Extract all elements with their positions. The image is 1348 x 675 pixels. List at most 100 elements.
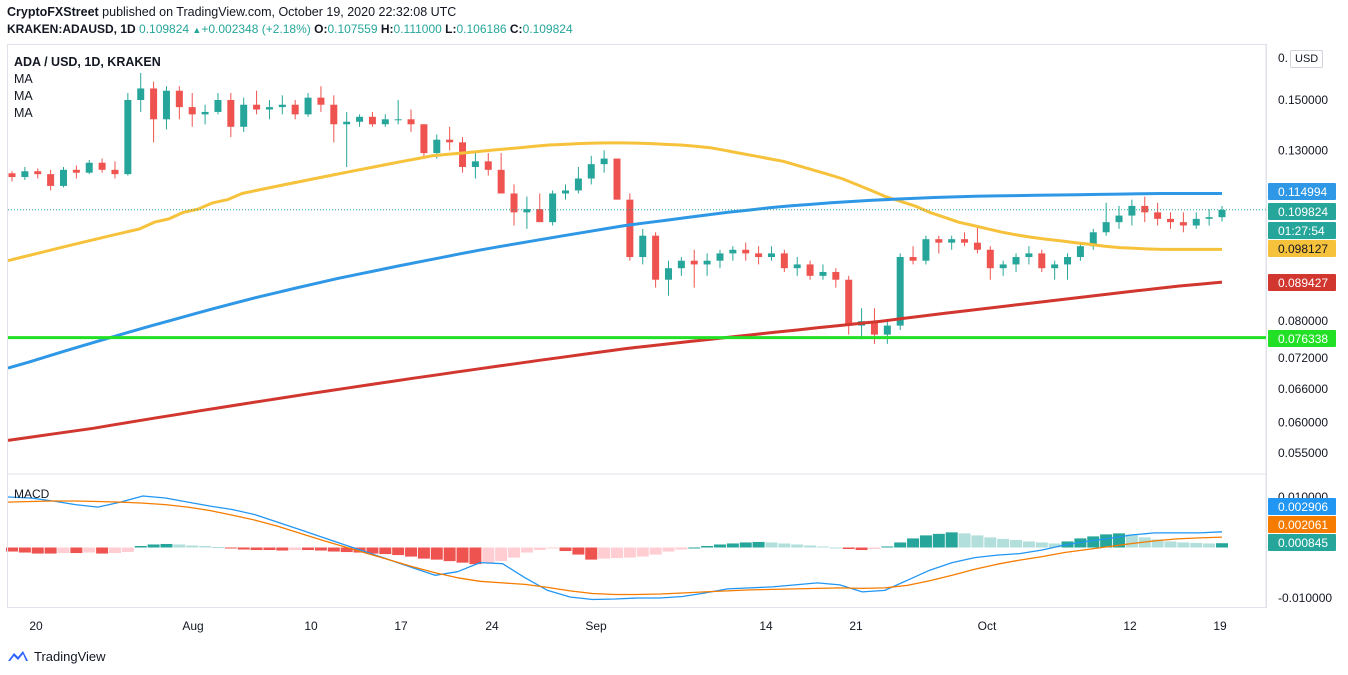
macd-histogram-bar xyxy=(971,535,984,548)
macd-price-label: 0.000845 xyxy=(1278,536,1328,550)
macd-histogram-bar xyxy=(314,547,327,551)
macd-histogram-bar xyxy=(533,547,546,551)
candle-body xyxy=(111,169,119,175)
macd-histogram-bar xyxy=(894,542,907,548)
candle-body xyxy=(1218,209,1226,218)
candle-body xyxy=(1038,253,1046,269)
macd-histogram-bar xyxy=(160,543,173,548)
ma-mid-line xyxy=(7,192,1222,370)
time-tick-label: 12 xyxy=(1123,619,1137,633)
candle-body xyxy=(459,142,467,167)
macd-histogram-bar xyxy=(173,544,186,548)
candle-body xyxy=(1115,215,1123,223)
low-label: L: xyxy=(445,22,457,36)
macd-histogram-bar xyxy=(1100,534,1113,548)
candle-body xyxy=(973,242,981,250)
macd-line xyxy=(7,495,1223,601)
candle-body xyxy=(639,235,647,258)
time-tick-label: Oct xyxy=(978,619,997,633)
macd-histogram-bar xyxy=(1190,542,1203,548)
time-tick-label: 24 xyxy=(485,619,499,633)
candle-body xyxy=(214,100,222,112)
macd-histogram-bar xyxy=(778,543,791,548)
candle-body xyxy=(922,239,930,261)
close-value: 0.109824 xyxy=(522,22,573,36)
candle-body xyxy=(536,209,544,223)
candle-body xyxy=(510,193,518,213)
macd-histogram-bar xyxy=(327,547,340,552)
candle-body xyxy=(227,100,235,127)
candle-body xyxy=(793,264,801,269)
candle-body xyxy=(832,271,840,280)
legend-ma-fast[interactable]: MA xyxy=(14,72,33,86)
macd-price-label-bg xyxy=(1268,498,1336,515)
up-triangle-icon: ▲ xyxy=(192,25,202,35)
candle-body xyxy=(1141,205,1149,213)
macd-histogram-bar xyxy=(739,542,752,548)
candle-body xyxy=(1167,218,1175,223)
macd-histogram-bar xyxy=(508,547,521,558)
macd-histogram-bar xyxy=(1022,541,1035,548)
candle-body xyxy=(1154,212,1162,219)
open-label: O: xyxy=(314,22,328,36)
candle-body xyxy=(8,173,16,178)
price-label-bg xyxy=(1268,183,1336,200)
macd-histogram-bar xyxy=(405,547,418,557)
macd-histogram-bar xyxy=(276,547,289,551)
candle-body xyxy=(549,193,557,223)
candle-body xyxy=(562,190,570,194)
tradingview-footer[interactable]: TradingView xyxy=(7,648,106,664)
candle-body xyxy=(124,100,132,175)
candle-body xyxy=(1076,246,1084,258)
macd-histogram-bar xyxy=(675,547,688,550)
candle-body xyxy=(72,169,80,173)
candle-body xyxy=(265,107,273,110)
candle-body xyxy=(600,158,608,165)
candle-body xyxy=(47,174,55,186)
candle-body xyxy=(1179,222,1187,226)
macd-histogram-bar xyxy=(211,546,224,548)
macd-histogram-bar xyxy=(868,547,881,550)
macd-histogram-bar xyxy=(1151,539,1164,548)
macd-histogram-bar xyxy=(134,545,147,548)
candle-body xyxy=(664,268,672,280)
time-tick-label: Aug xyxy=(182,619,203,633)
macd-label[interactable]: MACD xyxy=(14,487,50,501)
candle-body xyxy=(883,325,891,335)
candle-body xyxy=(806,264,814,276)
candle-body xyxy=(407,119,415,125)
candle-body xyxy=(381,119,389,125)
macd-histogram-bar xyxy=(250,547,263,551)
candle-body xyxy=(304,97,312,115)
macd-histogram-bar xyxy=(546,547,559,549)
candle-body xyxy=(677,260,685,269)
macd-histogram-bar xyxy=(96,547,109,554)
candle-body xyxy=(343,121,351,125)
macd-price-label: 0.002061 xyxy=(1278,518,1328,532)
price-tick-label: 0.080000 xyxy=(1278,314,1328,328)
macd-histogram-bar xyxy=(958,533,971,548)
candle-body xyxy=(870,321,878,335)
legend-ma-slow[interactable]: MA xyxy=(14,106,33,120)
macd-histogram-bar xyxy=(31,547,44,554)
legend-ma-mid[interactable]: MA xyxy=(14,89,33,103)
macd-histogram-bar xyxy=(804,545,817,548)
macd-histogram-bar xyxy=(765,542,778,548)
price-label-bg xyxy=(1268,240,1336,257)
publisher: CryptoFXStreet xyxy=(7,5,99,19)
macd-histogram-bar xyxy=(1048,543,1061,548)
candle-body xyxy=(59,169,67,186)
macd-histogram-bar xyxy=(636,547,649,557)
macd-price-label-bg xyxy=(1268,516,1336,533)
ma-fast-line xyxy=(7,141,1222,263)
time-tick-label: 10 xyxy=(304,619,318,633)
candle-body xyxy=(330,104,338,125)
currency-button[interactable]: USD xyxy=(1290,50,1324,68)
macd-histogram-bar xyxy=(829,547,842,549)
price-tick-label: 0.055000 xyxy=(1278,446,1328,460)
macd-histogram-bar xyxy=(1010,539,1023,548)
high-value: 0.111000 xyxy=(393,22,442,36)
candle-body xyxy=(948,239,956,243)
macd-histogram-bar xyxy=(1216,543,1228,548)
